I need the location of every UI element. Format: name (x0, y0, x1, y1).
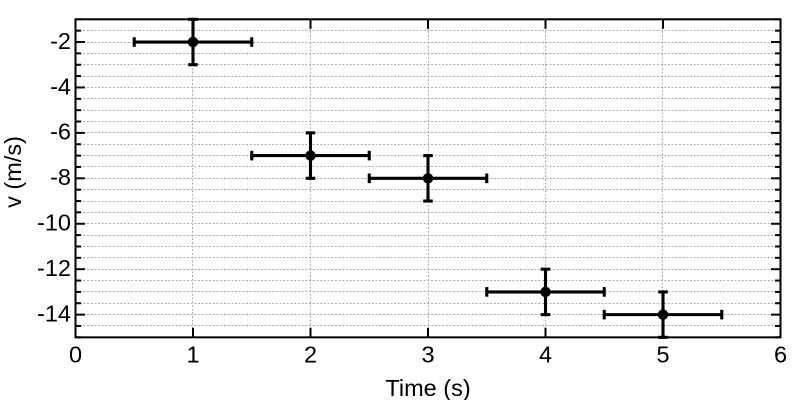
svg-text:0: 0 (69, 342, 82, 368)
svg-text:Time (s): Time (s) (385, 375, 470, 400)
svg-text:2: 2 (304, 342, 317, 368)
svg-text:-6: -6 (50, 119, 71, 145)
svg-text:-14: -14 (37, 300, 71, 326)
svg-text:5: 5 (656, 342, 669, 368)
svg-text:4: 4 (539, 342, 552, 368)
svg-text:v (m/s): v (m/s) (0, 136, 26, 208)
svg-text:6: 6 (774, 342, 787, 368)
svg-text:-8: -8 (50, 164, 71, 190)
svg-text:-2: -2 (50, 28, 71, 54)
svg-text:-4: -4 (50, 73, 71, 99)
svg-text:3: 3 (421, 342, 434, 368)
svg-text:-12: -12 (37, 255, 71, 281)
svg-text:-10: -10 (37, 210, 71, 236)
svg-text:1: 1 (186, 342, 199, 368)
